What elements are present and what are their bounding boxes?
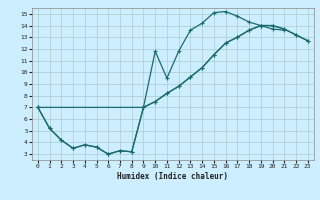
X-axis label: Humidex (Indice chaleur): Humidex (Indice chaleur)	[117, 172, 228, 181]
